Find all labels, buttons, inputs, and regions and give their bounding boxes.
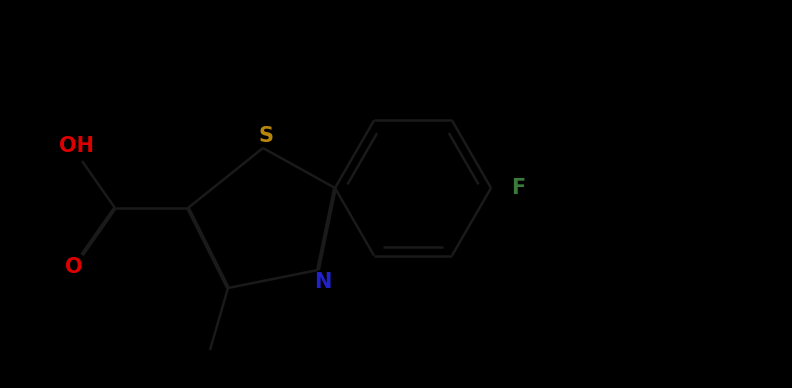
Text: S: S [258, 126, 273, 146]
Text: N: N [314, 272, 332, 292]
Text: O: O [65, 257, 83, 277]
Text: OH: OH [59, 136, 94, 156]
Text: F: F [511, 178, 525, 198]
